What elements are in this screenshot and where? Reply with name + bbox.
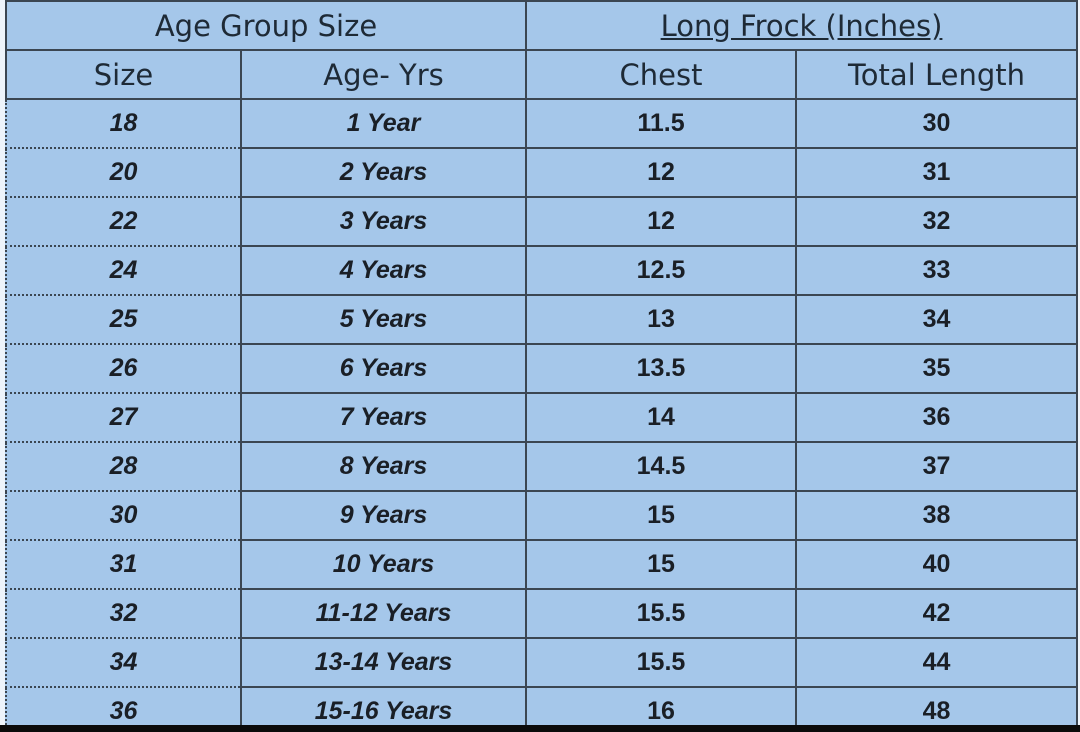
table-cell: 2 Years (240, 147, 527, 198)
table-cell: 6 Years (240, 343, 527, 394)
table-cell: 30 (794, 98, 1079, 149)
table-row: 25 5 Years 13 34 (5, 294, 1079, 345)
table-row: 26 6 Years 13.5 35 (5, 343, 1079, 394)
table-cell: 11.5 (525, 98, 797, 149)
table-cell: 40 (794, 539, 1079, 590)
table-row: 28 8 Years 14.5 37 (5, 441, 1079, 492)
table-cell: 28 (5, 441, 242, 492)
table-row: 30 9 Years 15 38 (5, 490, 1079, 541)
size-table: Age Group Size Long Frock (Inches) Size A… (5, 0, 1079, 732)
table-cell: 1 Year (240, 98, 527, 149)
table-cell: 15 (525, 539, 797, 590)
table-cell: 48 (794, 686, 1079, 732)
table-cell: 5 Years (240, 294, 527, 345)
table-row: 36 15-16 Years 16 48 (5, 686, 1079, 732)
table-cell: 15.5 (525, 588, 797, 639)
table-cell: 9 Years (240, 490, 527, 541)
table-cell: 13 (525, 294, 797, 345)
table-row: 27 7 Years 14 36 (5, 392, 1079, 443)
table-cell: 13.5 (525, 343, 797, 394)
table-row: 34 13-14 Years 15.5 44 (5, 637, 1079, 688)
table-cell: 30 (5, 490, 242, 541)
column-header: Total Length (794, 49, 1079, 100)
table-cell: 11-12 Years (240, 588, 527, 639)
table-row: 24 4 Years 12.5 33 (5, 245, 1079, 296)
table-row: 18 1 Year 11.5 30 (5, 98, 1079, 149)
column-header: Size (5, 49, 242, 100)
group-header: Age Group Size (5, 0, 527, 51)
table-row: 32 11-12 Years 15.5 42 (5, 588, 1079, 639)
table-cell: 42 (794, 588, 1079, 639)
table-cell: 12.5 (525, 245, 797, 296)
column-header-row: Size Age- Yrs Chest Total Length (5, 49, 1079, 100)
table-cell: 12 (525, 196, 797, 247)
table-cell: 34 (5, 637, 242, 688)
table-cell: 33 (794, 245, 1079, 296)
table-cell: 15.5 (525, 637, 797, 688)
table-cell: 22 (5, 196, 242, 247)
table-cell: 8 Years (240, 441, 527, 492)
table-cell: 7 Years (240, 392, 527, 443)
table-cell: 36 (794, 392, 1079, 443)
table-cell: 38 (794, 490, 1079, 541)
bottom-bar (0, 725, 1080, 732)
table-cell: 34 (794, 294, 1079, 345)
table-cell: 13-14 Years (240, 637, 527, 688)
table-row: 31 10 Years 15 40 (5, 539, 1079, 590)
table-cell: 3 Years (240, 196, 527, 247)
table-cell: 18 (5, 98, 242, 149)
table-cell: 31 (5, 539, 242, 590)
table-cell: 4 Years (240, 245, 527, 296)
table-cell: 32 (794, 196, 1079, 247)
column-header: Age- Yrs (240, 49, 527, 100)
table-cell: 44 (794, 637, 1079, 688)
group-header: Long Frock (Inches) (524, 0, 1079, 51)
table-cell: 20 (5, 147, 242, 198)
table-cell: 27 (5, 392, 242, 443)
table-cell: 24 (5, 245, 242, 296)
table-cell: 25 (5, 294, 242, 345)
column-header: Chest (525, 49, 797, 100)
table-cell: 10 Years (240, 539, 527, 590)
table-cell: 31 (794, 147, 1079, 198)
table-cell: 14 (525, 392, 797, 443)
table-cell: 26 (5, 343, 242, 394)
table-cell: 14.5 (525, 441, 797, 492)
group-header-row: Age Group Size Long Frock (Inches) (5, 0, 1079, 51)
table-cell: 36 (5, 686, 242, 732)
table-cell: 15 (525, 490, 797, 541)
table-cell: 12 (525, 147, 797, 198)
table-row: 22 3 Years 12 32 (5, 196, 1079, 247)
table-cell: 35 (794, 343, 1079, 394)
table-cell: 32 (5, 588, 242, 639)
table-cell: 37 (794, 441, 1079, 492)
table-cell: 16 (525, 686, 797, 732)
table-cell: 15-16 Years (240, 686, 527, 732)
table-row: 20 2 Years 12 31 (5, 147, 1079, 198)
